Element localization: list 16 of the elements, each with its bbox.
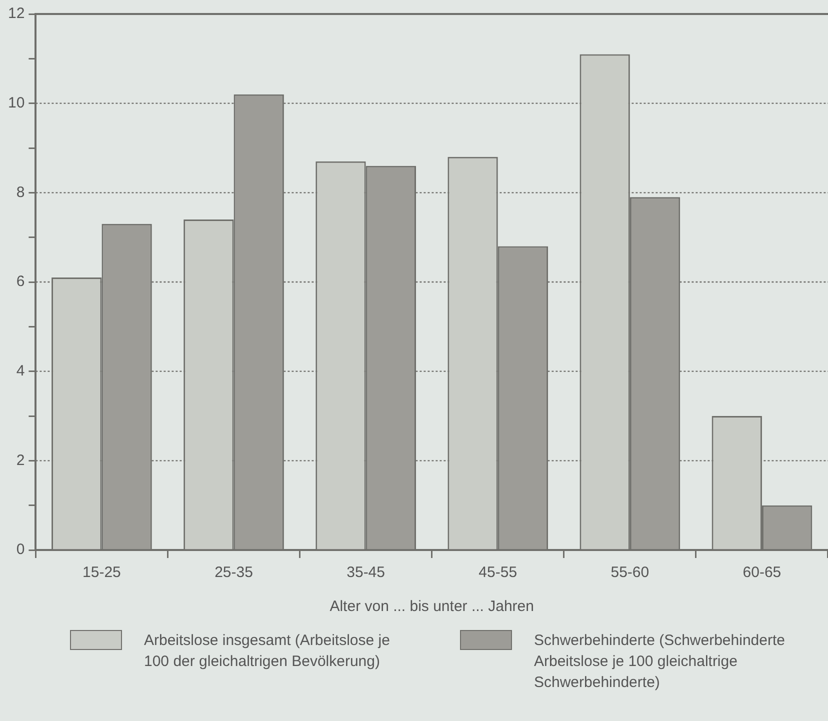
- x-tick-label: 45-55: [478, 564, 518, 582]
- x-tick-label: 25-35: [214, 564, 253, 582]
- y-tick-label: 4: [16, 362, 25, 380]
- legend-label: Arbeitslose insgesamt (Arbeitslose je 100 der gleichaltrigen Bevölkerung): [144, 631, 391, 672]
- x-tick-label: 55-60: [610, 564, 650, 582]
- y-tick-label: 8: [16, 184, 25, 201]
- y-tick-label: 0: [16, 541, 25, 558]
- x-tick-label: 35-45: [346, 564, 386, 582]
- y-tick-label: 12: [8, 5, 25, 22]
- y-tick-label: 10: [8, 94, 25, 112]
- legend-label: Schwerbehinderte (Schwerbehinderte Arbeitslose je 100 gleichaltrige Schwerbehinderte): [534, 631, 786, 693]
- x-axis-title: Alter von ... bis unter ... Jahren: [330, 598, 534, 616]
- x-tick-label: 15-25: [82, 564, 121, 582]
- y-tick-label: 6: [16, 273, 25, 290]
- x-tick-label: 60-65: [742, 564, 782, 582]
- y-tick-label: 2: [16, 452, 25, 469]
